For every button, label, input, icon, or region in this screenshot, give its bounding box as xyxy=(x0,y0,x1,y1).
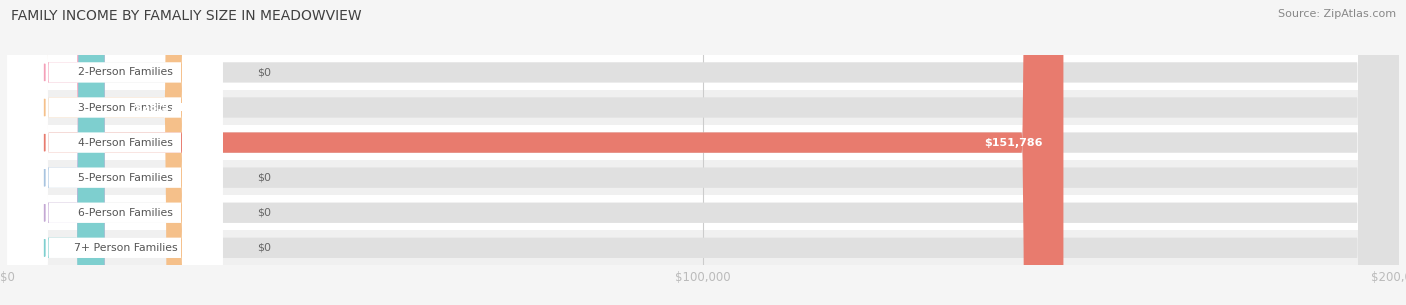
FancyBboxPatch shape xyxy=(7,0,104,305)
FancyBboxPatch shape xyxy=(7,0,1399,305)
Text: $0: $0 xyxy=(257,208,271,218)
FancyBboxPatch shape xyxy=(7,0,222,305)
Bar xyxy=(7,90,1399,125)
Bar xyxy=(7,230,1399,265)
FancyBboxPatch shape xyxy=(7,0,104,305)
Text: $0: $0 xyxy=(257,67,271,77)
FancyBboxPatch shape xyxy=(7,0,1399,305)
Bar xyxy=(7,55,1399,90)
FancyBboxPatch shape xyxy=(7,0,1399,305)
Text: 3-Person Families: 3-Person Families xyxy=(79,102,173,113)
Text: FAMILY INCOME BY FAMALIY SIZE IN MEADOWVIEW: FAMILY INCOME BY FAMALIY SIZE IN MEADOWV… xyxy=(11,9,361,23)
Bar xyxy=(7,195,1399,230)
FancyBboxPatch shape xyxy=(7,0,1399,305)
FancyBboxPatch shape xyxy=(7,0,104,305)
Bar xyxy=(7,125,1399,160)
Bar xyxy=(7,160,1399,195)
FancyBboxPatch shape xyxy=(7,0,1399,305)
FancyBboxPatch shape xyxy=(7,0,222,305)
FancyBboxPatch shape xyxy=(7,0,222,305)
Text: $0: $0 xyxy=(257,173,271,183)
Text: 4-Person Families: 4-Person Families xyxy=(79,138,173,148)
Text: 6-Person Families: 6-Person Families xyxy=(79,208,173,218)
FancyBboxPatch shape xyxy=(7,0,104,305)
FancyBboxPatch shape xyxy=(7,0,222,305)
FancyBboxPatch shape xyxy=(7,0,222,305)
FancyBboxPatch shape xyxy=(7,0,222,305)
FancyBboxPatch shape xyxy=(7,0,205,305)
Text: Source: ZipAtlas.com: Source: ZipAtlas.com xyxy=(1278,9,1396,19)
Text: 7+ Person Families: 7+ Person Families xyxy=(75,243,177,253)
FancyBboxPatch shape xyxy=(7,0,1399,305)
Text: $0: $0 xyxy=(257,243,271,253)
Text: 2-Person Families: 2-Person Families xyxy=(79,67,173,77)
Text: $28,571: $28,571 xyxy=(135,102,186,113)
Text: $151,786: $151,786 xyxy=(984,138,1042,148)
Text: 5-Person Families: 5-Person Families xyxy=(79,173,173,183)
FancyBboxPatch shape xyxy=(7,0,1063,305)
